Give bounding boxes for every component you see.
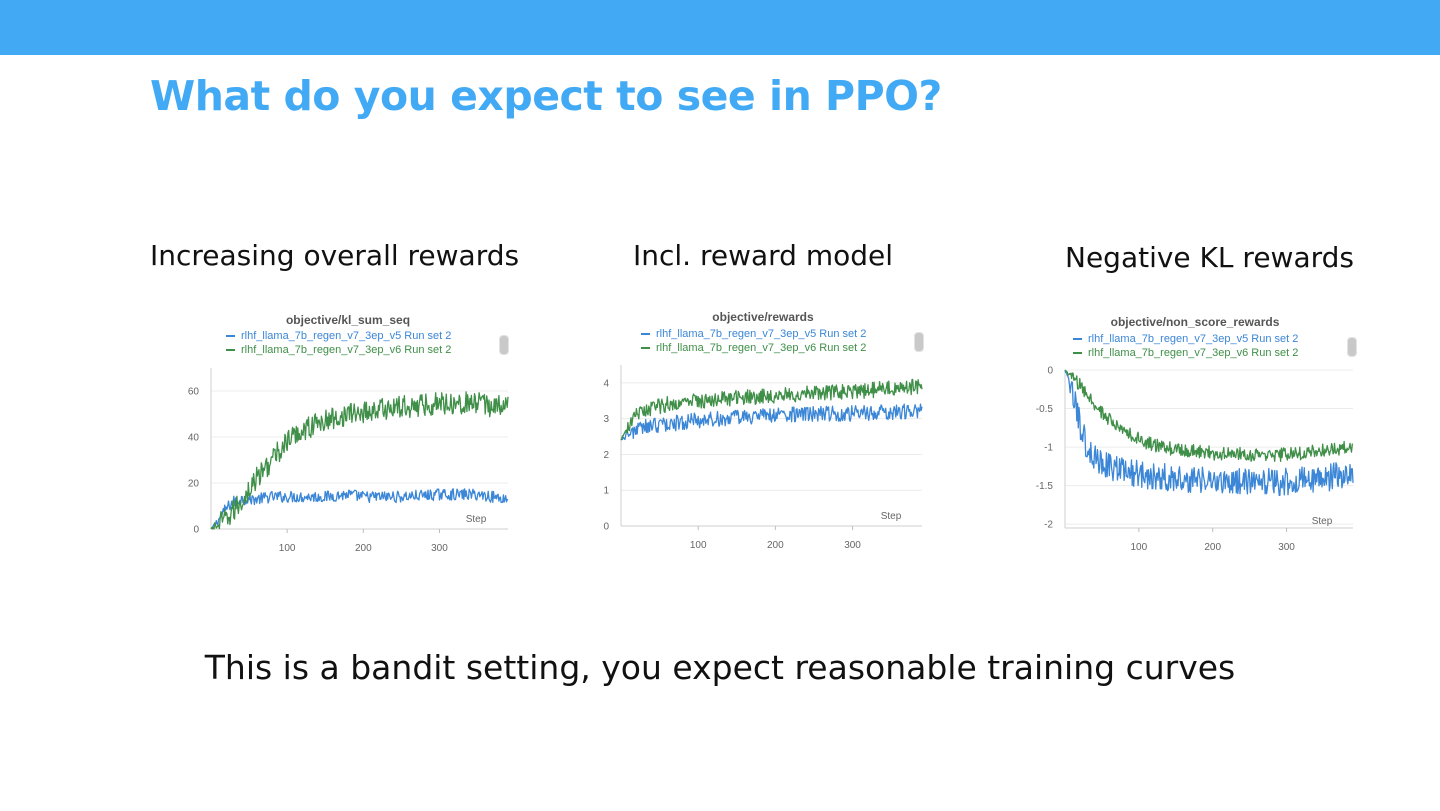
chart-title: objective/rewards: [712, 310, 814, 324]
legend-entry: rlhf_llama_7b_regen_v7_3ep_v6 Run set 2: [1073, 347, 1298, 359]
x-tick-label: 100: [1131, 542, 1148, 553]
x-tick-label: 300: [431, 543, 448, 554]
series-line-1: [1064, 369, 1354, 497]
legend-label: rlhf_llama_7b_regen_v7_3ep_v6 Run set 2: [1088, 347, 1299, 359]
panel-caption: Incl. reward model: [633, 239, 894, 272]
legend-entry: rlhf_llama_7b_regen_v7_3ep_v5 Run set 2: [1073, 333, 1298, 345]
x-tick-label: 200: [355, 543, 372, 554]
legend-entry: rlhf_llama_7b_regen_v7_3ep_v6 Run set 2: [226, 344, 451, 356]
chart-non-score-rewards: 0 -0.5 -1 -1.5 -2 100 200 300 Step: [1036, 366, 1354, 553]
x-tick-label: 300: [1278, 542, 1295, 553]
chart-kl-sum-seq: 0 20 40 60 100 200 300 Step: [188, 368, 509, 554]
legend-label: rlhf_llama_7b_regen_v7_3ep_v6 Run set 2: [241, 344, 452, 356]
panel-caption: Increasing overall rewards: [150, 239, 520, 272]
y-tick-label: -1: [1044, 443, 1053, 454]
x-tick-label: 100: [279, 543, 296, 554]
y-tick-label: 1: [603, 486, 609, 497]
legend-swatch: [226, 335, 235, 337]
slide-title: What do you expect to see in PPO?: [150, 72, 942, 120]
chart-title: objective/kl_sum_seq: [285, 313, 411, 327]
series-line-2: [1064, 369, 1354, 462]
y-tick-label: 0: [193, 525, 199, 536]
series-line-1: [210, 488, 509, 530]
legend-entry: rlhf_llama_7b_regen_v7_3ep_v6 Run set 2: [641, 342, 866, 354]
top-banner: [0, 0, 1440, 55]
legend-swatch: [226, 349, 235, 351]
x-axis-label: Step: [1312, 516, 1333, 527]
legend-swatch: [641, 347, 650, 349]
x-tick-label: 100: [690, 540, 707, 551]
y-tick-label: 4: [603, 378, 609, 389]
chart-title: objective/non_score_rewards: [1110, 315, 1280, 329]
legend-label: rlhf_llama_7b_regen_v7_3ep_v5 Run set 2: [656, 328, 867, 340]
legend-scrollbar[interactable]: [499, 335, 509, 355]
legend-label: rlhf_llama_7b_regen_v7_3ep_v5 Run set 2: [1088, 333, 1299, 345]
legend-label: rlhf_llama_7b_regen_v7_3ep_v6 Run set 2: [656, 342, 867, 354]
x-axis-label: Step: [466, 514, 487, 525]
legend-scrollbar[interactable]: [1347, 337, 1357, 357]
y-tick-label: 3: [603, 414, 609, 425]
y-tick-label: 60: [188, 387, 200, 398]
footer-statement: This is a bandit setting, you expect rea…: [204, 648, 1236, 687]
x-tick-label: 200: [767, 540, 784, 551]
y-tick-label: 20: [188, 479, 200, 490]
legend-swatch: [1073, 338, 1082, 340]
y-tick-label: -2: [1044, 520, 1053, 531]
chart-rewards: 0 1 2 3 4 100 200 300 Step: [603, 365, 923, 551]
legend-entry: rlhf_llama_7b_regen_v7_3ep_v5 Run set 2: [641, 328, 866, 340]
legend-swatch: [641, 333, 650, 335]
x-tick-label: 200: [1204, 542, 1221, 553]
legend-label: rlhf_llama_7b_regen_v7_3ep_v5 Run set 2: [241, 330, 452, 342]
y-tick-label: 0: [1047, 366, 1053, 377]
panel-caption: Negative KL rewards: [1065, 241, 1354, 274]
legend-entry: rlhf_llama_7b_regen_v7_3ep_v5 Run set 2: [226, 330, 451, 342]
legend-scrollbar[interactable]: [914, 332, 924, 352]
y-tick-label: 0: [603, 522, 609, 533]
legend-swatch: [1073, 352, 1082, 354]
series-line-1: [620, 403, 923, 441]
x-axis-label: Step: [881, 511, 902, 522]
y-tick-label: -1.5: [1036, 481, 1054, 492]
y-tick-label: 2: [603, 450, 609, 461]
series-line-2: [210, 391, 509, 530]
y-tick-label: -0.5: [1036, 404, 1054, 415]
y-tick-label: 40: [188, 433, 200, 444]
series-line-2: [620, 378, 923, 441]
x-tick-label: 300: [844, 540, 861, 551]
